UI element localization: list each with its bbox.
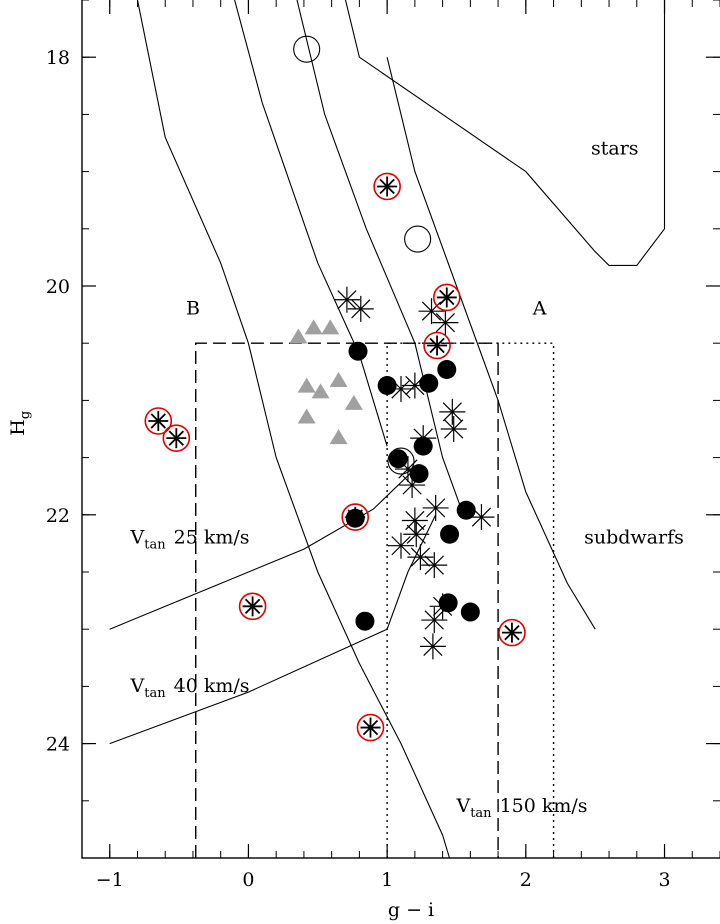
- asterisk-point: [388, 532, 414, 559]
- selection-regions: [195, 342, 555, 858]
- red-circled-asterisk-point: [373, 172, 401, 201]
- axis-ticks: −1 0 1 2 3 18 20 22 24: [46, 0, 720, 891]
- asterisk-point: [421, 552, 448, 579]
- red-circled-asterisk-point: [498, 618, 526, 647]
- curve-vtan-25: [109, 468, 416, 630]
- filled-circle-point: [355, 611, 375, 631]
- annotation: Vtan 150 km/s: [455, 795, 587, 821]
- x-tick-label: 2: [520, 869, 532, 891]
- y-tick-label: 18: [46, 47, 70, 69]
- y-tick-label: 22: [46, 505, 70, 527]
- asterisk-point: [401, 372, 428, 399]
- curve-subdwarf-line: [386, 57, 596, 630]
- model-curves: [109, 0, 666, 859]
- triangle-point: [321, 319, 340, 335]
- filled-circle-point: [440, 524, 460, 544]
- triangle-point: [304, 319, 323, 335]
- asterisk-point: [468, 504, 495, 531]
- filled-circle-point: [438, 593, 458, 613]
- asterisk-point: [440, 416, 467, 442]
- curve-vtan-40: [109, 514, 437, 745]
- region-A-box: [386, 342, 555, 858]
- annotations: stars subdwarfs A B Vtan 25 km/s Vtan 40 km/s Vt…: [130, 137, 684, 821]
- asterisk-point: [410, 425, 437, 452]
- annotation: subdwarfs: [584, 526, 684, 548]
- plot-frame: [81, 0, 720, 859]
- filled-circle-point: [348, 341, 368, 361]
- curve-stars-boundary: [344, 0, 666, 266]
- y-axis-label-sub: g: [18, 411, 33, 419]
- red-circled-asterisk-point: [356, 713, 385, 742]
- triangle-point: [344, 394, 363, 410]
- x-tick-label: −1: [96, 869, 124, 891]
- curve-left-boundary: [136, 0, 451, 859]
- triangle-point: [311, 383, 330, 399]
- red-circled-asterisk-point: [238, 592, 267, 621]
- open-circle-point: [404, 225, 432, 253]
- asterisk-point: [403, 521, 430, 548]
- x-tick-label: 0: [242, 869, 254, 891]
- asterisk-point: [388, 375, 414, 402]
- asterisk-point: [347, 295, 374, 322]
- red-circled-asterisk-point: [162, 424, 191, 452]
- asterisk-point: [422, 494, 449, 521]
- triangle-point: [297, 408, 316, 424]
- annotation: Vtan 25 km/s: [130, 526, 250, 552]
- filled-circle-point: [460, 602, 480, 622]
- triangle-point: [329, 429, 348, 445]
- asterisk-point: [407, 544, 434, 571]
- triangle-point: [329, 371, 348, 387]
- region-B-box: [195, 342, 499, 858]
- x-axis-label: g − i: [388, 899, 434, 921]
- annotation: A: [532, 298, 547, 320]
- triangle-point: [289, 328, 308, 344]
- filled-circle-point: [437, 360, 457, 380]
- filled-circle-point: [419, 373, 439, 393]
- asterisk-point: [418, 298, 445, 325]
- data-points: [144, 35, 526, 742]
- filled-circle-point: [377, 376, 397, 396]
- red-circled-asterisk-point: [144, 407, 173, 435]
- asterisk-point: [421, 607, 448, 634]
- triangle-point: [297, 377, 316, 393]
- asterisk-point: [439, 398, 466, 425]
- red-circled-asterisk-point: [423, 331, 451, 360]
- curve-track-3: [296, 0, 464, 515]
- asterisk-point: [333, 286, 360, 313]
- annotation: B: [186, 298, 200, 320]
- y-tick-label: 20: [46, 276, 70, 298]
- asterisk-point: [429, 593, 456, 620]
- red-circled-asterisk-point: [432, 283, 461, 312]
- filled-circle-point: [456, 500, 476, 520]
- asterisk-point: [401, 507, 428, 534]
- asterisk-point: [419, 633, 446, 660]
- red-circled-asterisk-point: [341, 503, 370, 531]
- open-circle-point: [293, 35, 321, 63]
- y-tick-label: 24: [46, 734, 70, 756]
- open-circle-point: [387, 447, 415, 475]
- asterisk-point: [432, 309, 459, 336]
- asterisk-point: [399, 472, 426, 499]
- x-tick-label: 1: [381, 869, 393, 891]
- annotation: stars: [591, 137, 639, 159]
- x-tick-label: 3: [658, 869, 670, 891]
- asterisk-point: [394, 456, 421, 483]
- curve-track-2: [234, 0, 388, 447]
- annotation: Vtan 40 km/s: [130, 675, 250, 701]
- y-axis-label-main: H: [7, 419, 29, 436]
- y-axis-label: Hg: [7, 411, 33, 436]
